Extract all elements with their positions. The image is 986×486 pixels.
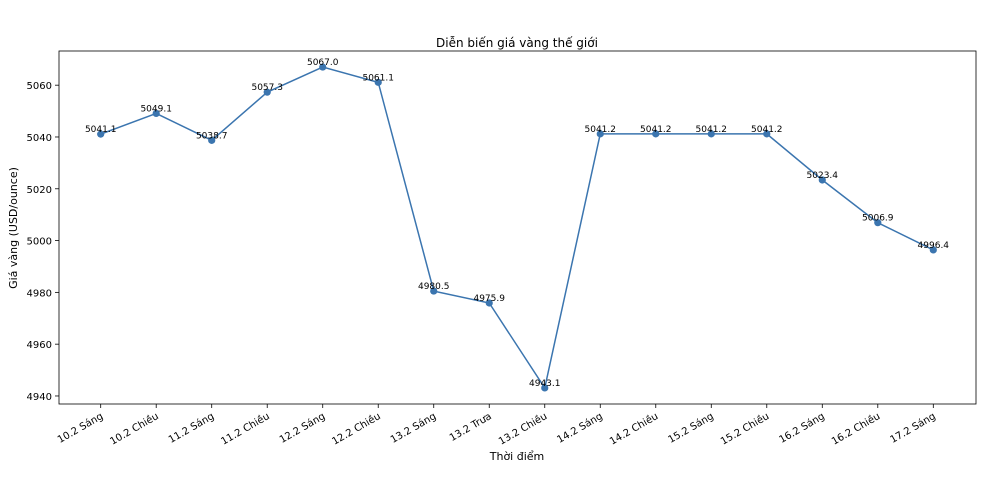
data-point [763,130,771,138]
y-tick-label: 5020 [27,185,52,196]
data-point [874,219,882,227]
data-label: 5006.9 [862,214,894,224]
data-label: 5023.4 [807,171,839,181]
data-label: 4975.9 [473,294,505,304]
data-point [430,287,438,295]
data-label: 5041.1 [85,125,117,135]
y-tick-label: 5060 [27,81,52,92]
data-point [152,109,160,118]
data-point [374,78,382,86]
data-label: 4996.4 [918,241,950,251]
data-label: 5038.7 [196,131,228,141]
y-tick-label: 4960 [27,340,52,351]
value-labels: 5041.1 5049.1 5038.7 5057.3 5067.0 5061.1 4980… [85,58,949,389]
y-axis: 4940 4960 4980 5000 5020 5040 5060 [27,81,59,403]
data-point [485,299,493,307]
data-label: 4943.1 [529,379,561,389]
data-point [929,246,937,254]
data-label: 5067.0 [307,58,339,68]
y-tick-label: 5040 [27,133,52,144]
plot-area [58,50,977,405]
data-label: 4980.5 [418,282,450,292]
markers [97,63,937,392]
data-label: 5057.3 [251,83,283,93]
data-point [652,130,660,138]
data-point [319,63,327,71]
y-tick-label: 4940 [27,392,52,403]
series-line [100,66,934,390]
data-point [208,136,216,144]
y-axis-label: Giá vàng (USD/ounce) [7,167,20,289]
data-point [97,130,105,138]
data-label: 5041.2 [585,125,617,135]
data-label: 5061.1 [362,73,394,83]
data-label: 5041.2 [640,125,672,135]
x-axis-label: Thời điểm [489,450,545,463]
data-point [596,130,604,138]
data-label: 5041.2 [696,125,728,135]
chart-title: Diễn biến giá vàng thế giới [436,36,598,50]
y-tick-label: 4980 [27,288,52,299]
data-label: 5041.2 [751,125,783,135]
data-point [707,130,715,138]
data-point [263,88,271,96]
y-tick-label: 5000 [27,237,52,248]
data-point [818,176,826,184]
data-point [541,384,549,392]
data-label: 5049.1 [140,104,172,114]
